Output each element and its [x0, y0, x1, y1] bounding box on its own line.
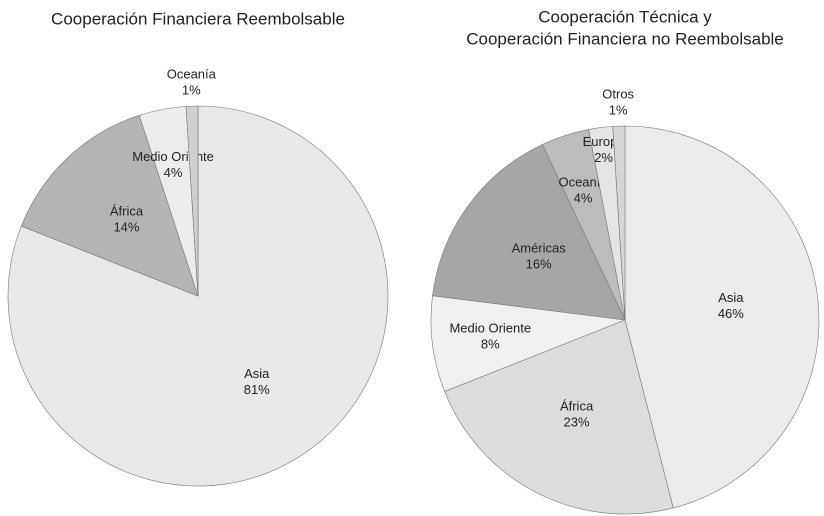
chart-title: Cooperación Financiera Reembolsable [51, 9, 345, 28]
slice-label: Américas [512, 241, 567, 256]
slice-label: Medio Oriente [132, 149, 214, 164]
slice-value-label: 4% [574, 190, 593, 205]
slice-label: Medio Oriente [449, 320, 531, 335]
slice-value-label: 81% [244, 382, 270, 397]
slice-label: Otros [602, 86, 634, 101]
slice-value-label: 8% [481, 336, 500, 351]
slice-value-label: 1% [609, 102, 628, 117]
pie-slice [185, 105, 199, 297]
slice-label: Oceanía [558, 174, 608, 189]
pie-slice [430, 295, 626, 392]
slice-value-label: 46% [718, 306, 744, 321]
chart-title: Cooperación Técnica y [538, 7, 712, 26]
slice-label: Asia [718, 290, 744, 305]
slice-label: Asia [244, 366, 270, 381]
slice-value-label: 1% [182, 83, 201, 98]
slice-value-label: 16% [526, 257, 552, 272]
chart-title: Cooperación Financiera no Reembolsable [466, 29, 784, 48]
pie-slice [612, 125, 626, 321]
slice-label: África [560, 399, 594, 414]
slice-value-label: 4% [164, 165, 183, 180]
pie-slice [624, 125, 820, 509]
slice-value-label: 23% [564, 415, 590, 430]
pie-slice [444, 319, 674, 515]
pie-slice [432, 144, 626, 321]
slice-value-label: 14% [113, 219, 139, 234]
slice-label: Oceanía [167, 67, 217, 82]
slice-label: África [110, 203, 144, 218]
slice-value-label: 2% [594, 150, 613, 165]
